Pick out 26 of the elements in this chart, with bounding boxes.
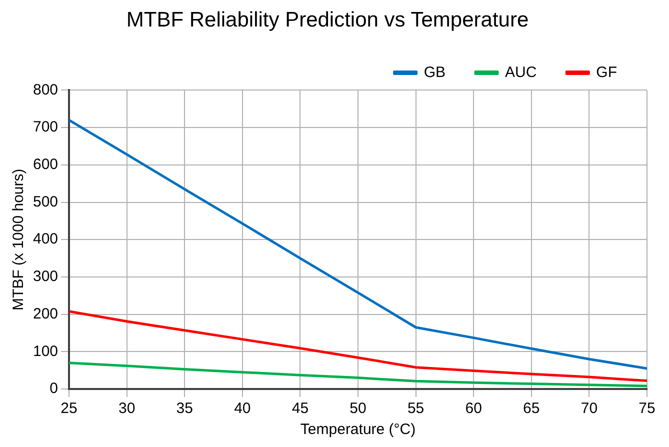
x-tick-label: 65 — [523, 400, 540, 418]
x-tick-label: 40 — [234, 400, 251, 418]
legend-label: AUC — [505, 64, 537, 81]
y-tick-label: 500 — [32, 193, 58, 210]
x-tick-label: 25 — [60, 400, 78, 418]
y-tick-label: 100 — [32, 342, 58, 360]
x-tick-label: 35 — [176, 400, 193, 418]
x-tick-label: 30 — [118, 400, 136, 418]
chart-title: MTBF Reliability Prediction vs Temperature — [126, 8, 529, 32]
x-axis-title: Temperature (°C) — [300, 421, 416, 438]
y-tick-label: 300 — [32, 268, 58, 286]
legend-label: GB — [424, 64, 446, 81]
y-tick-label: 600 — [32, 156, 58, 174]
x-tick-label: 70 — [580, 400, 598, 418]
x-tick-label: 55 — [407, 400, 424, 418]
x-tick-label: 75 — [638, 400, 656, 418]
legend-label: GF — [596, 64, 618, 81]
y-axis-title: MTBF (x 1000 hours) — [10, 168, 28, 310]
x-tick-label: 60 — [465, 400, 482, 418]
y-tick-label: 0 — [50, 380, 58, 398]
y-tick-label: 400 — [32, 230, 58, 248]
y-tick-label: 200 — [32, 305, 58, 322]
y-tick-label: 800 — [32, 81, 58, 98]
y-tick-label: 700 — [32, 118, 58, 136]
x-tick-label: 45 — [292, 400, 309, 418]
x-tick-label: 50 — [350, 400, 366, 418]
